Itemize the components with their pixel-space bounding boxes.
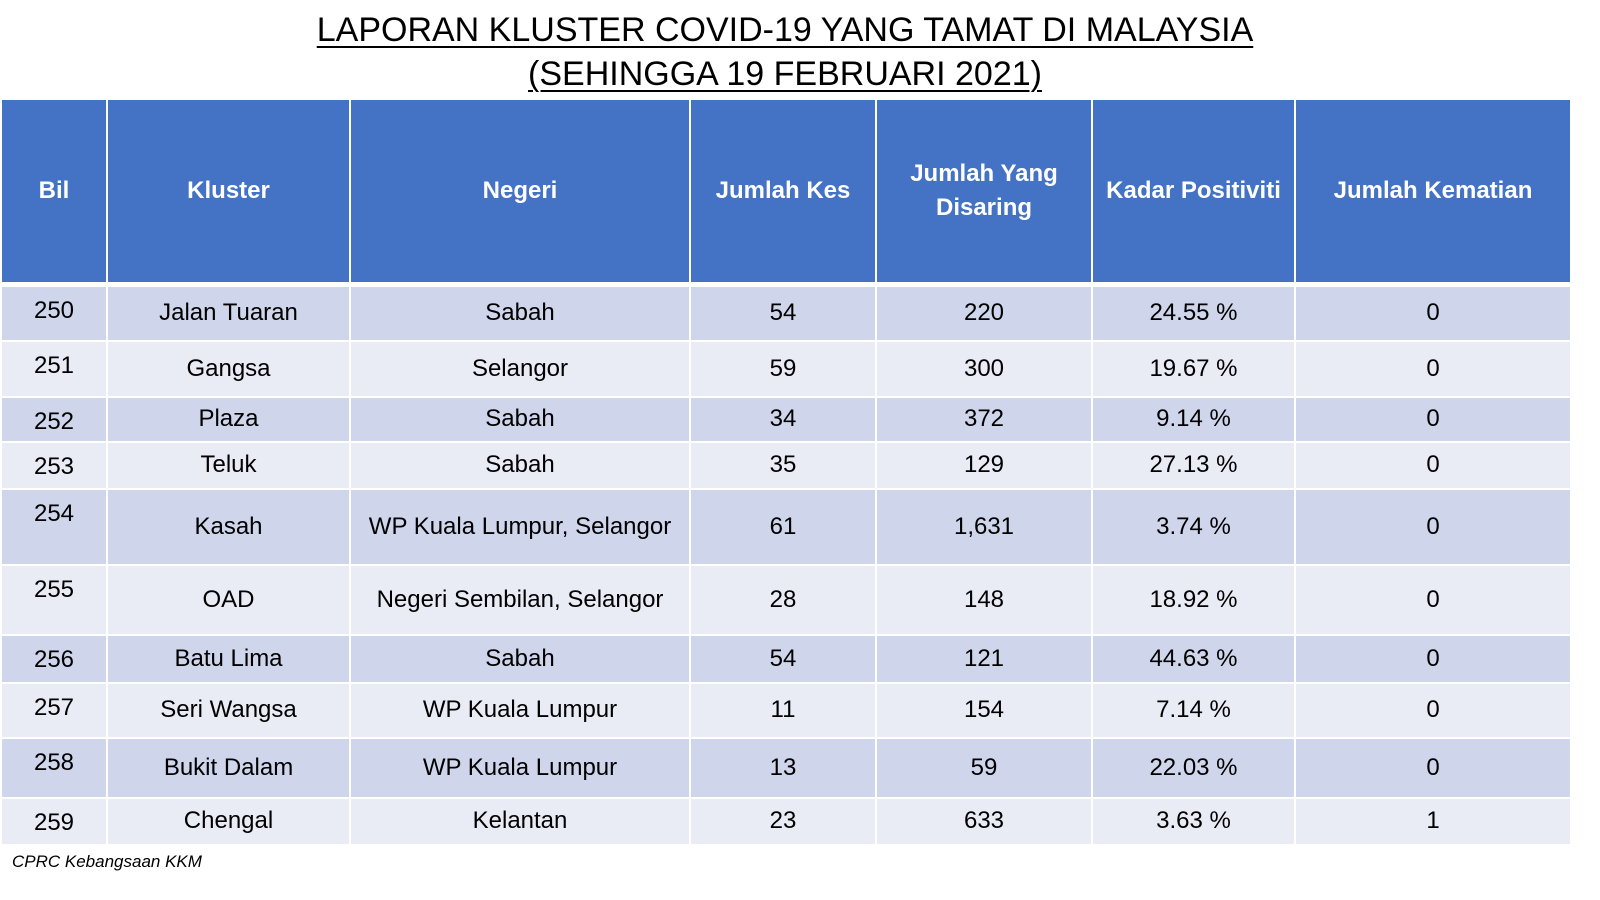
table-row: 250 Jalan Tuaran Sabah 54 220 24.55 % 0 bbox=[0, 283, 1572, 342]
column-header-negeri: Negeri bbox=[349, 98, 691, 287]
cell-kadar-positiviti: 24.55 % bbox=[1091, 283, 1296, 342]
cell-bil: 253 bbox=[0, 440, 108, 490]
cell-jumlah-kes: 54 bbox=[689, 633, 877, 684]
cell-kluster: Batu Lima bbox=[106, 633, 351, 684]
table-row: 255 OAD Negeri Sembilan, Selangor 28 148… bbox=[0, 563, 1572, 636]
cell-jumlah-disaring: 633 bbox=[875, 796, 1093, 846]
cell-negeri: Negeri Sembilan, Selangor bbox=[349, 563, 691, 636]
cell-jumlah-kes: 54 bbox=[689, 283, 877, 342]
cell-jumlah-kes: 61 bbox=[689, 487, 877, 566]
table-row: 253 Teluk Sabah 35 129 27.13 % 0 bbox=[0, 440, 1572, 490]
column-header-jumlah-disaring: Jumlah Yang Disaring bbox=[875, 98, 1093, 287]
cell-jumlah-disaring: 121 bbox=[875, 633, 1093, 684]
column-header-kadar-positiviti: Kadar Positiviti bbox=[1091, 98, 1296, 287]
cell-jumlah-kematian: 1 bbox=[1294, 796, 1572, 846]
column-header-kluster: Kluster bbox=[106, 98, 351, 287]
cell-kadar-positiviti: 3.63 % bbox=[1091, 796, 1296, 846]
cell-jumlah-kematian: 0 bbox=[1294, 681, 1572, 739]
table-row: 256 Batu Lima Sabah 54 121 44.63 % 0 bbox=[0, 633, 1572, 684]
cell-kluster: Jalan Tuaran bbox=[106, 283, 351, 342]
cell-kadar-positiviti: 27.13 % bbox=[1091, 440, 1296, 490]
cell-negeri: Sabah bbox=[349, 633, 691, 684]
cell-jumlah-kes: 35 bbox=[689, 440, 877, 490]
cell-jumlah-disaring: 154 bbox=[875, 681, 1093, 739]
cell-jumlah-disaring: 300 bbox=[875, 339, 1093, 398]
cell-jumlah-kes: 13 bbox=[689, 736, 877, 799]
cell-kluster: Kasah bbox=[106, 487, 351, 566]
cell-kluster: Seri Wangsa bbox=[106, 681, 351, 739]
cell-jumlah-disaring: 372 bbox=[875, 395, 1093, 443]
cell-jumlah-kes: 59 bbox=[689, 339, 877, 398]
cell-kadar-positiviti: 3.74 % bbox=[1091, 487, 1296, 566]
column-header-jumlah-kematian: Jumlah Kematian bbox=[1294, 98, 1572, 287]
cell-kadar-positiviti: 19.67 % bbox=[1091, 339, 1296, 398]
cell-negeri: Selangor bbox=[349, 339, 691, 398]
table-body: 250 Jalan Tuaran Sabah 54 220 24.55 % 0 … bbox=[0, 283, 1572, 846]
cell-jumlah-disaring: 129 bbox=[875, 440, 1093, 490]
cell-jumlah-disaring: 59 bbox=[875, 736, 1093, 799]
cell-bil: 259 bbox=[0, 796, 108, 846]
cell-jumlah-kematian: 0 bbox=[1294, 283, 1572, 342]
cell-jumlah-kematian: 0 bbox=[1294, 440, 1572, 490]
cell-jumlah-kematian: 0 bbox=[1294, 633, 1572, 684]
cell-kluster: Chengal bbox=[106, 796, 351, 846]
table-row: 257 Seri Wangsa WP Kuala Lumpur 11 154 7… bbox=[0, 681, 1572, 739]
cell-kadar-positiviti: 9.14 % bbox=[1091, 395, 1296, 443]
source-note: CPRC Kebangsaan KKM bbox=[12, 852, 202, 871]
cell-jumlah-disaring: 1,631 bbox=[875, 487, 1093, 566]
cell-negeri: WP Kuala Lumpur bbox=[349, 736, 691, 799]
cell-bil: 255 bbox=[0, 563, 108, 636]
cell-negeri: Sabah bbox=[349, 395, 691, 443]
cell-negeri: Sabah bbox=[349, 283, 691, 342]
cell-kadar-positiviti: 7.14 % bbox=[1091, 681, 1296, 739]
table-row: 259 Chengal Kelantan 23 633 3.63 % 1 bbox=[0, 796, 1572, 846]
table-row: 254 Kasah WP Kuala Lumpur, Selangor 61 1… bbox=[0, 487, 1572, 566]
cell-jumlah-kes: 34 bbox=[689, 395, 877, 443]
cell-jumlah-kematian: 0 bbox=[1294, 563, 1572, 636]
cell-bil: 258 bbox=[0, 736, 108, 799]
cell-jumlah-kematian: 0 bbox=[1294, 736, 1572, 799]
title-line-1: LAPORAN KLUSTER COVID-19 YANG TAMAT DI M… bbox=[316, 11, 1254, 49]
cell-negeri: WP Kuala Lumpur, Selangor bbox=[349, 487, 691, 566]
cell-bil: 251 bbox=[0, 339, 108, 398]
cell-kadar-positiviti: 18.92 % bbox=[1091, 563, 1296, 636]
cell-kluster: Plaza bbox=[106, 395, 351, 443]
cell-jumlah-disaring: 148 bbox=[875, 563, 1093, 636]
cell-kluster: Bukit Dalam bbox=[106, 736, 351, 799]
cell-jumlah-kes: 28 bbox=[689, 563, 877, 636]
cell-bil: 250 bbox=[0, 283, 108, 342]
cell-bil: 257 bbox=[0, 681, 108, 739]
cell-bil: 254 bbox=[0, 487, 108, 566]
cell-jumlah-kematian: 0 bbox=[1294, 339, 1572, 398]
cell-jumlah-kematian: 0 bbox=[1294, 487, 1572, 566]
cell-negeri: Kelantan bbox=[349, 796, 691, 846]
cell-jumlah-disaring: 220 bbox=[875, 283, 1093, 342]
table-row: 258 Bukit Dalam WP Kuala Lumpur 13 59 22… bbox=[0, 736, 1572, 799]
column-header-bil: Bil bbox=[0, 98, 108, 287]
cell-jumlah-kematian: 0 bbox=[1294, 395, 1572, 443]
cell-jumlah-kes: 11 bbox=[689, 681, 877, 739]
cell-kadar-positiviti: 44.63 % bbox=[1091, 633, 1296, 684]
cell-negeri: WP Kuala Lumpur bbox=[349, 681, 691, 739]
cluster-table: Bil Kluster Negeri Jumlah Kes Jumlah Yan… bbox=[0, 98, 1572, 846]
header-row: Bil Kluster Negeri Jumlah Kes Jumlah Yan… bbox=[0, 98, 1572, 287]
cell-kluster: Teluk bbox=[106, 440, 351, 490]
table-row: 252 Plaza Sabah 34 372 9.14 % 0 bbox=[0, 395, 1572, 443]
title-line-2: (SEHINGGA 19 FEBRUARI 2021) bbox=[528, 55, 1042, 93]
cell-bil: 256 bbox=[0, 633, 108, 684]
cell-negeri: Sabah bbox=[349, 440, 691, 490]
page-title: LAPORAN KLUSTER COVID-19 YANG TAMAT DI M… bbox=[0, 8, 1570, 96]
cell-kluster: Gangsa bbox=[106, 339, 351, 398]
cell-kluster: OAD bbox=[106, 563, 351, 636]
cell-kadar-positiviti: 22.03 % bbox=[1091, 736, 1296, 799]
cell-jumlah-kes: 23 bbox=[689, 796, 877, 846]
cell-bil: 252 bbox=[0, 395, 108, 443]
table-header: Bil Kluster Negeri Jumlah Kes Jumlah Yan… bbox=[0, 98, 1572, 287]
column-header-jumlah-kes: Jumlah Kes bbox=[689, 98, 877, 287]
table-row: 251 Gangsa Selangor 59 300 19.67 % 0 bbox=[0, 339, 1572, 398]
